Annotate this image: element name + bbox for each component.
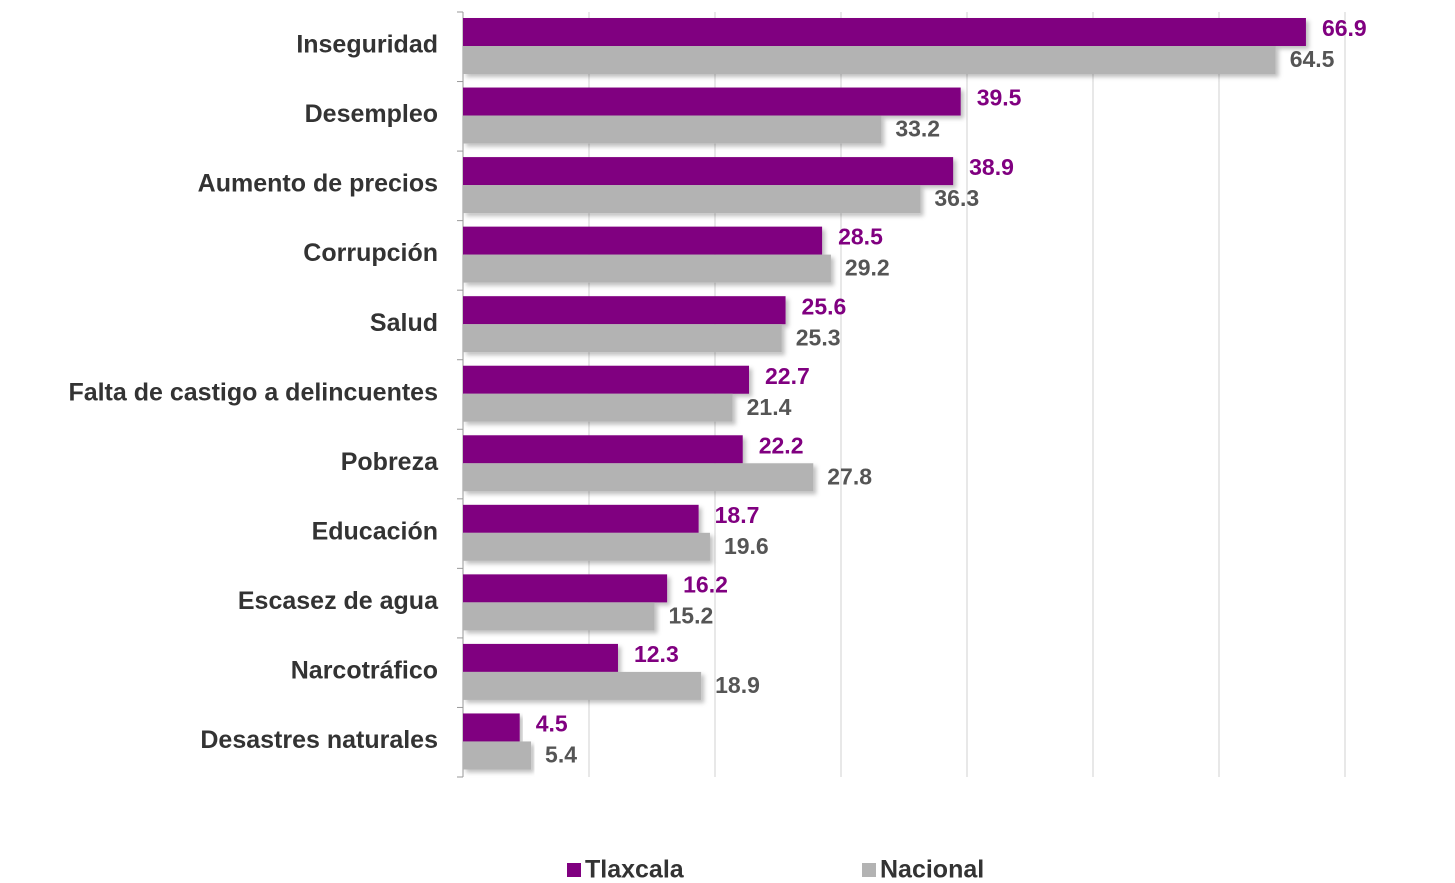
category-label: Escasez de agua xyxy=(238,587,439,615)
bar xyxy=(463,18,1306,46)
value-label: 18.7 xyxy=(715,502,760,528)
bar xyxy=(463,87,961,116)
value-label: 29.2 xyxy=(845,255,890,281)
value-label: 5.4 xyxy=(545,742,577,768)
bar xyxy=(463,226,823,255)
value-label: 21.4 xyxy=(747,394,792,420)
value-label: 4.5 xyxy=(536,711,568,737)
value-label: 22.2 xyxy=(759,432,804,458)
category-label: Corrupción xyxy=(303,239,438,267)
value-label: 66.9 xyxy=(1322,15,1367,41)
bar xyxy=(463,185,921,214)
value-label: 12.3 xyxy=(634,641,679,667)
value-label: 22.7 xyxy=(765,363,810,389)
bar xyxy=(463,254,831,283)
value-label: 64.5 xyxy=(1290,46,1335,72)
category-label: Inseguridad xyxy=(296,31,438,59)
category-label: Pobreza xyxy=(341,448,439,476)
bar xyxy=(463,115,882,144)
bar xyxy=(463,296,786,325)
bar xyxy=(463,463,814,492)
legend-swatch xyxy=(567,863,581,877)
value-label: 19.6 xyxy=(724,533,769,559)
value-label: 16.2 xyxy=(683,571,728,597)
value-label: 28.5 xyxy=(838,224,883,250)
value-label: 25.6 xyxy=(802,293,847,319)
category-label: Falta de castigo a delincuentes xyxy=(68,378,438,406)
value-label: 39.5 xyxy=(977,85,1022,111)
value-label: 27.8 xyxy=(827,463,872,489)
bar xyxy=(463,435,743,464)
bar xyxy=(463,671,702,700)
value-label: 18.9 xyxy=(715,672,760,698)
legend-label: Nacional xyxy=(880,856,984,883)
bar xyxy=(463,365,750,394)
bar xyxy=(463,741,532,770)
bar xyxy=(463,602,655,631)
bar xyxy=(463,643,618,672)
bar xyxy=(463,157,954,186)
value-label: 33.2 xyxy=(895,116,940,142)
bar xyxy=(463,532,710,561)
value-label: 25.3 xyxy=(796,324,841,350)
value-label: 15.2 xyxy=(669,602,714,628)
category-label: Aumento de precios xyxy=(198,170,438,198)
value-label: 38.9 xyxy=(969,154,1014,180)
legend-label: Tlaxcala xyxy=(585,856,685,883)
category-label: Narcotráfico xyxy=(291,657,438,685)
bar xyxy=(463,46,1276,74)
category-label: Desempleo xyxy=(305,100,438,128)
category-label: Salud xyxy=(370,309,438,337)
category-label: Desastres naturales xyxy=(200,726,438,754)
bar xyxy=(463,504,699,533)
bar xyxy=(463,713,520,742)
bar xyxy=(463,574,668,603)
legend-swatch xyxy=(862,863,876,877)
category-label: Educación xyxy=(312,517,438,545)
value-label: 36.3 xyxy=(934,185,979,211)
bar xyxy=(463,393,733,422)
bar xyxy=(463,324,782,353)
